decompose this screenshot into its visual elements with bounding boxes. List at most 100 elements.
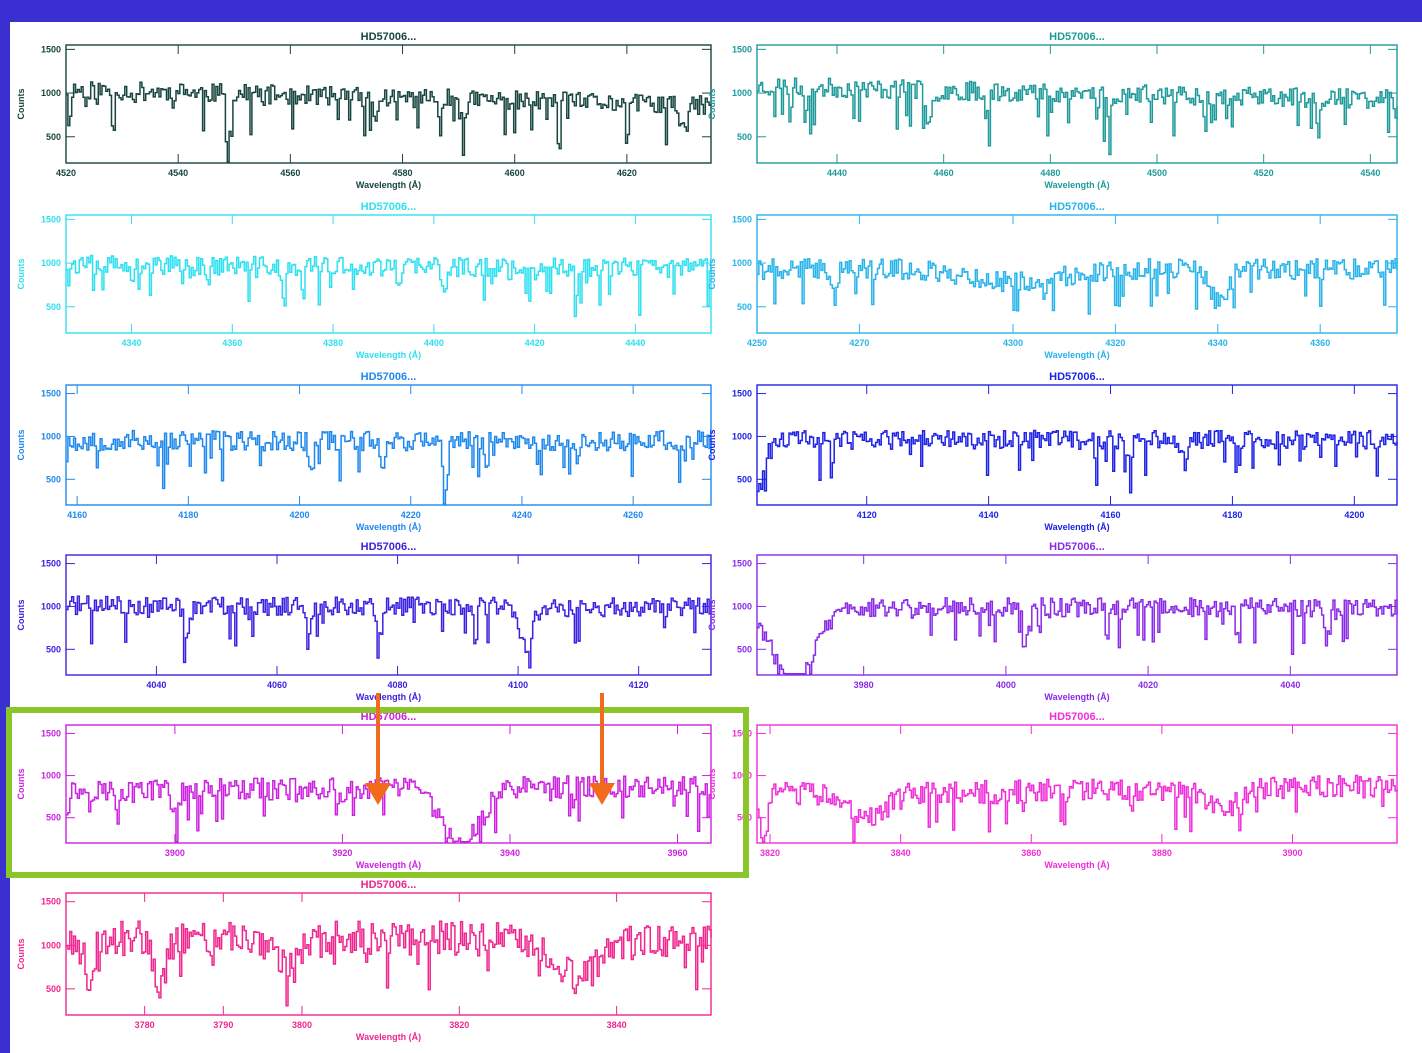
x-tick-label: 4040 xyxy=(1280,680,1300,690)
plot-frame xyxy=(65,554,712,676)
y-tick-label: 1500 xyxy=(732,559,752,569)
y-tick-label: 500 xyxy=(46,302,61,312)
y-tick-label: 1500 xyxy=(732,728,752,738)
x-tick-label: 4060 xyxy=(267,680,287,690)
spectrum-series-line xyxy=(66,81,712,163)
x-tick-label: 3960 xyxy=(667,848,687,858)
y-axis-label: Counts xyxy=(707,430,717,461)
x-tick-label: 4500 xyxy=(1147,168,1167,178)
x-tick-label: 4340 xyxy=(1208,338,1228,348)
x-tick-label: 3900 xyxy=(165,848,185,858)
x-tick-label: 4460 xyxy=(934,168,954,178)
spectrum-series-line xyxy=(66,920,712,1007)
y-tick-label: 500 xyxy=(46,984,61,994)
plot-frame xyxy=(65,724,712,844)
x-tick-label: 3860 xyxy=(1021,848,1041,858)
chart-title: HD57006... xyxy=(1049,371,1105,383)
spectrum-chart-3: HD57006... Counts Wavelength (Å) 500 1000 150… xyxy=(16,201,712,360)
x-tick-label: 4440 xyxy=(625,338,645,348)
y-tick-label: 1000 xyxy=(41,771,61,781)
chart-title: HD57006... xyxy=(1049,31,1105,43)
x-tick-label: 3780 xyxy=(135,1020,155,1030)
y-axis-label: Counts xyxy=(707,600,717,631)
y-axis-label: Counts xyxy=(16,939,26,970)
y-tick-label: 1000 xyxy=(732,88,752,98)
arrow-head xyxy=(365,783,391,805)
y-tick-label: 1500 xyxy=(41,559,61,569)
plot-frame xyxy=(65,892,712,1016)
chart-title: HD57006... xyxy=(1049,201,1105,213)
spectrum-series-line xyxy=(757,774,1398,843)
y-tick-label: 1500 xyxy=(41,44,61,54)
y-tick-label: 500 xyxy=(737,302,752,312)
y-tick-label: 1000 xyxy=(41,88,61,98)
plot-frame xyxy=(756,44,1398,164)
plot-frame xyxy=(65,214,712,334)
y-tick-label: 1500 xyxy=(732,389,752,399)
spectrum-chart-11: HD57006... Counts Wavelength (Å) 500 1000 150… xyxy=(16,879,712,1042)
x-tick-label: 4600 xyxy=(505,168,525,178)
y-tick-label: 500 xyxy=(737,644,752,654)
x-tick-label: 4270 xyxy=(849,338,869,348)
x-tick-label: 3900 xyxy=(1282,848,1302,858)
x-tick-label: 4180 xyxy=(1222,510,1242,520)
x-tick-label: 4240 xyxy=(512,510,532,520)
x-tick-label: 4540 xyxy=(1360,168,1380,178)
y-tick-label: 1000 xyxy=(732,431,752,441)
x-tick-label: 4360 xyxy=(222,338,242,348)
x-tick-label: 3920 xyxy=(332,848,352,858)
x-axis-label: Wavelength (Å) xyxy=(356,350,421,360)
y-axis-label: Counts xyxy=(707,769,717,800)
spectrum-chart-7: HD57006... Counts Wavelength (Å) 500 1000 150… xyxy=(16,541,712,702)
spectrum-series-line xyxy=(66,595,712,669)
x-tick-label: 3840 xyxy=(607,1020,627,1030)
spectrum-chart-6: HD57006... Counts Wavelength (Å) 500 1000 150… xyxy=(707,371,1398,532)
spectrum-chart-2: HD57006... Counts Wavelength (Å) 500 1000 150… xyxy=(707,31,1398,190)
x-tick-label: 4580 xyxy=(393,168,413,178)
x-tick-label: 4250 xyxy=(747,338,767,348)
spectrum-series-line xyxy=(757,257,1398,315)
y-axis-label: Counts xyxy=(707,259,717,290)
y-tick-label: 1500 xyxy=(41,897,61,907)
x-tick-label: 4180 xyxy=(178,510,198,520)
spectrum-chart-1: HD57006... Counts Wavelength (Å) 500 1000 150… xyxy=(16,31,712,190)
spectrum-series-line xyxy=(66,429,712,505)
x-tick-label: 3840 xyxy=(891,848,911,858)
x-axis-label: Wavelength (Å) xyxy=(1044,522,1109,532)
spectrum-series-line xyxy=(66,254,712,318)
x-tick-label: 4140 xyxy=(979,510,999,520)
x-axis-label: Wavelength (Å) xyxy=(356,860,421,870)
x-tick-label: 4300 xyxy=(1003,338,1023,348)
x-tick-label: 4620 xyxy=(617,168,637,178)
spectrum-series-line xyxy=(757,429,1398,494)
y-tick-label: 1500 xyxy=(41,389,61,399)
x-tick-label: 4220 xyxy=(401,510,421,520)
plot-frame xyxy=(756,214,1398,334)
spectrum-series-line xyxy=(757,77,1398,156)
x-tick-label: 3940 xyxy=(500,848,520,858)
annotation-arrow-1 xyxy=(365,693,391,805)
x-axis-label: Wavelength (Å) xyxy=(356,180,421,190)
arrow-head xyxy=(589,783,615,805)
x-tick-label: 4200 xyxy=(1344,510,1364,520)
chart-title: HD57006... xyxy=(1049,711,1105,723)
x-tick-label: 4040 xyxy=(146,680,166,690)
y-axis-label: Counts xyxy=(16,600,26,631)
plot-frame xyxy=(65,44,712,164)
y-tick-label: 1000 xyxy=(732,601,752,611)
y-tick-label: 1000 xyxy=(732,771,752,781)
y-tick-label: 1500 xyxy=(732,44,752,54)
x-tick-label: 3800 xyxy=(292,1020,312,1030)
x-tick-label: 4100 xyxy=(508,680,528,690)
y-axis-label: Counts xyxy=(16,259,26,290)
chart-title: HD57006... xyxy=(361,879,417,891)
x-tick-label: 4200 xyxy=(290,510,310,520)
x-tick-label: 3980 xyxy=(854,680,874,690)
chart-title: HD57006... xyxy=(361,541,417,553)
y-tick-label: 1000 xyxy=(41,601,61,611)
plot-frame xyxy=(756,724,1398,844)
x-tick-label: 4000 xyxy=(996,680,1016,690)
spectrum-series-line xyxy=(757,597,1398,675)
